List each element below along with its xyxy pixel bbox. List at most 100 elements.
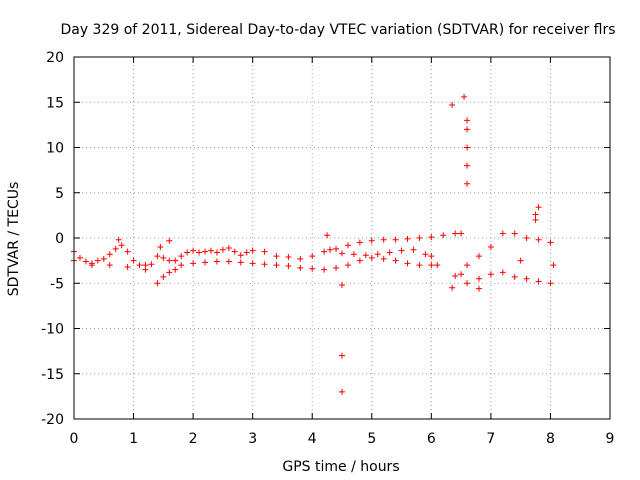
x-tick-label: 3 bbox=[248, 431, 257, 447]
data-point bbox=[124, 248, 131, 255]
data-point bbox=[231, 248, 238, 255]
data-point bbox=[487, 271, 494, 278]
data-point bbox=[464, 117, 471, 124]
data-point bbox=[321, 266, 328, 273]
data-point bbox=[190, 247, 197, 254]
data-point bbox=[190, 260, 197, 267]
data-point bbox=[464, 126, 471, 133]
data-point bbox=[410, 246, 417, 253]
y-tick-label: 15 bbox=[46, 95, 64, 111]
data-point bbox=[309, 265, 316, 272]
data-point bbox=[464, 280, 471, 287]
data-point bbox=[219, 246, 226, 253]
data-point bbox=[452, 230, 459, 237]
data-point bbox=[202, 248, 209, 255]
data-point bbox=[76, 254, 83, 261]
data-point bbox=[297, 255, 304, 262]
series-outliers bbox=[166, 93, 542, 395]
x-tick-label: 5 bbox=[367, 431, 376, 447]
data-point bbox=[416, 235, 423, 241]
data-point bbox=[88, 262, 95, 269]
axis-ticks: 0 1 2 3 4 5 6 7 8 9 20 15 10 5 0 -5 -10 -15 -20 bbox=[41, 50, 614, 447]
data-point bbox=[392, 236, 399, 243]
y-tick-label: 0 bbox=[55, 231, 64, 247]
y-tick-label: -10 bbox=[41, 322, 64, 338]
data-point bbox=[339, 352, 345, 359]
data-point bbox=[154, 280, 161, 287]
data-point bbox=[94, 257, 101, 264]
data-point bbox=[124, 263, 131, 270]
data-point bbox=[464, 144, 471, 151]
data-point bbox=[196, 249, 203, 256]
data-point bbox=[428, 234, 435, 241]
data-point bbox=[461, 93, 468, 100]
data-point bbox=[428, 262, 435, 269]
y-tick-label: 20 bbox=[46, 50, 64, 66]
data-point bbox=[118, 242, 125, 249]
data-point bbox=[249, 247, 256, 254]
data-point bbox=[368, 254, 375, 261]
y-tick-label: -15 bbox=[41, 367, 64, 383]
data-point bbox=[499, 230, 506, 237]
data-point bbox=[178, 253, 185, 260]
data-point bbox=[142, 266, 149, 273]
data-point bbox=[157, 244, 164, 251]
data-point bbox=[511, 230, 518, 237]
data-point bbox=[237, 252, 244, 259]
data-point bbox=[547, 280, 554, 287]
data-point bbox=[475, 285, 482, 292]
data-point bbox=[487, 244, 494, 251]
data-point bbox=[321, 248, 328, 255]
data-point bbox=[202, 259, 209, 266]
data-point bbox=[213, 258, 220, 265]
data-point bbox=[344, 262, 351, 269]
data-point bbox=[344, 242, 351, 249]
data-point bbox=[184, 249, 191, 256]
data-point bbox=[273, 253, 280, 260]
data-point bbox=[499, 269, 506, 276]
data-point bbox=[178, 262, 185, 269]
data-point bbox=[449, 101, 456, 108]
data-point bbox=[458, 230, 465, 237]
data-point bbox=[106, 251, 113, 258]
data-point bbox=[160, 254, 167, 261]
data-point bbox=[225, 244, 232, 251]
data-point bbox=[449, 284, 456, 291]
data-point bbox=[517, 257, 524, 264]
data-point bbox=[327, 246, 334, 253]
data-point bbox=[475, 275, 482, 282]
x-tick-label: 2 bbox=[189, 431, 198, 447]
data-point bbox=[434, 262, 441, 269]
data-point bbox=[535, 278, 542, 285]
data-point bbox=[550, 262, 557, 269]
data-point bbox=[100, 255, 107, 262]
data-point bbox=[333, 264, 340, 271]
data-point bbox=[309, 253, 316, 260]
data-point bbox=[398, 247, 405, 254]
data-point bbox=[130, 257, 137, 264]
data-point bbox=[511, 273, 518, 280]
data-point bbox=[285, 254, 292, 261]
data-point bbox=[172, 257, 179, 264]
data-point bbox=[362, 252, 369, 259]
data-point bbox=[404, 260, 411, 267]
data-point bbox=[452, 273, 459, 280]
data-point bbox=[458, 271, 465, 278]
data-points bbox=[71, 93, 557, 395]
data-point bbox=[166, 237, 173, 244]
y-tick-label: -20 bbox=[41, 412, 64, 428]
data-point bbox=[404, 235, 411, 242]
data-point bbox=[112, 245, 119, 252]
chart-title: Day 329 of 2011, Sidereal Day-to-day VTE… bbox=[60, 22, 615, 38]
data-point bbox=[356, 257, 363, 264]
data-point bbox=[207, 247, 214, 254]
data-point bbox=[339, 250, 345, 257]
data-point bbox=[475, 253, 482, 260]
data-point bbox=[273, 262, 280, 269]
data-point bbox=[339, 282, 345, 289]
data-point bbox=[523, 275, 530, 282]
data-point bbox=[243, 249, 250, 256]
data-point bbox=[535, 204, 542, 211]
data-point bbox=[106, 262, 113, 269]
